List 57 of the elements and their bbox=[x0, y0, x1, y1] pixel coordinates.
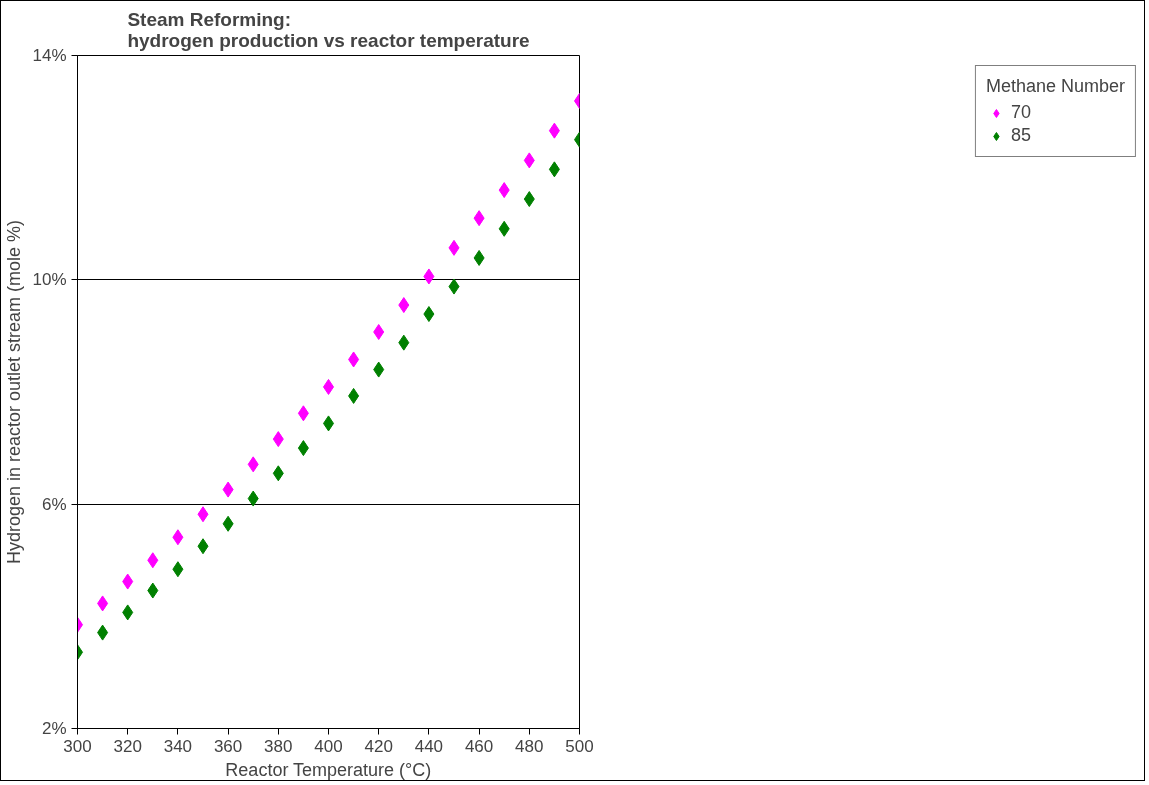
point bbox=[373, 361, 385, 378]
x-tick-label: 420 bbox=[364, 736, 393, 756]
point bbox=[548, 161, 560, 178]
point bbox=[548, 122, 560, 139]
chart-title: Steam Reforming: hydrogen production vs reactor temperature bbox=[127, 8, 530, 51]
x-tick-label: 380 bbox=[264, 736, 293, 756]
point bbox=[498, 182, 510, 199]
point bbox=[398, 334, 410, 351]
y-tick-label: 2% bbox=[41, 719, 67, 738]
point bbox=[348, 387, 360, 404]
legend-label: 70 bbox=[1010, 102, 1031, 123]
point bbox=[272, 465, 284, 482]
point bbox=[172, 529, 184, 546]
point bbox=[448, 239, 460, 256]
x-tick-label: 300 bbox=[63, 736, 92, 756]
y-tick-label: 14% bbox=[32, 46, 67, 65]
point bbox=[247, 490, 259, 507]
x-tick-label: 480 bbox=[515, 736, 544, 756]
point bbox=[373, 323, 385, 340]
point bbox=[498, 220, 510, 237]
point bbox=[423, 306, 435, 323]
y-axis-title: Hydrogen in reactor outlet stream (mole %) bbox=[4, 219, 25, 565]
point bbox=[97, 595, 109, 612]
legend-label: 85 bbox=[1010, 125, 1031, 146]
y-tick-label: 6% bbox=[41, 494, 67, 514]
point bbox=[172, 561, 184, 578]
x-tick-label: 360 bbox=[213, 736, 243, 756]
point bbox=[197, 538, 209, 555]
point bbox=[523, 152, 535, 169]
point bbox=[222, 481, 234, 498]
legend-title: Methane Number bbox=[985, 76, 1125, 97]
x-tick-label: 440 bbox=[414, 736, 444, 756]
x-tick-label: 400 bbox=[314, 736, 343, 756]
point bbox=[97, 624, 109, 641]
point bbox=[297, 440, 309, 457]
x-tick-label: 460 bbox=[464, 736, 494, 756]
point bbox=[122, 573, 134, 590]
point bbox=[523, 191, 535, 208]
point bbox=[247, 456, 259, 473]
point bbox=[147, 552, 159, 569]
point bbox=[473, 210, 485, 227]
x-axis-title: Reactor Temperature (°C) bbox=[225, 759, 432, 780]
point bbox=[448, 278, 460, 295]
point bbox=[348, 351, 360, 368]
y-tick-label: 10% bbox=[32, 270, 67, 290]
x-tick-label: 320 bbox=[113, 736, 142, 756]
point bbox=[197, 506, 209, 523]
point bbox=[423, 268, 435, 285]
point bbox=[398, 297, 410, 314]
x-tick-label: 340 bbox=[163, 736, 193, 756]
point bbox=[147, 582, 159, 599]
point bbox=[297, 405, 309, 422]
x-tick-label: 500 bbox=[565, 736, 594, 756]
point bbox=[222, 515, 234, 532]
point bbox=[122, 604, 134, 621]
point bbox=[473, 249, 485, 266]
point bbox=[272, 431, 284, 448]
